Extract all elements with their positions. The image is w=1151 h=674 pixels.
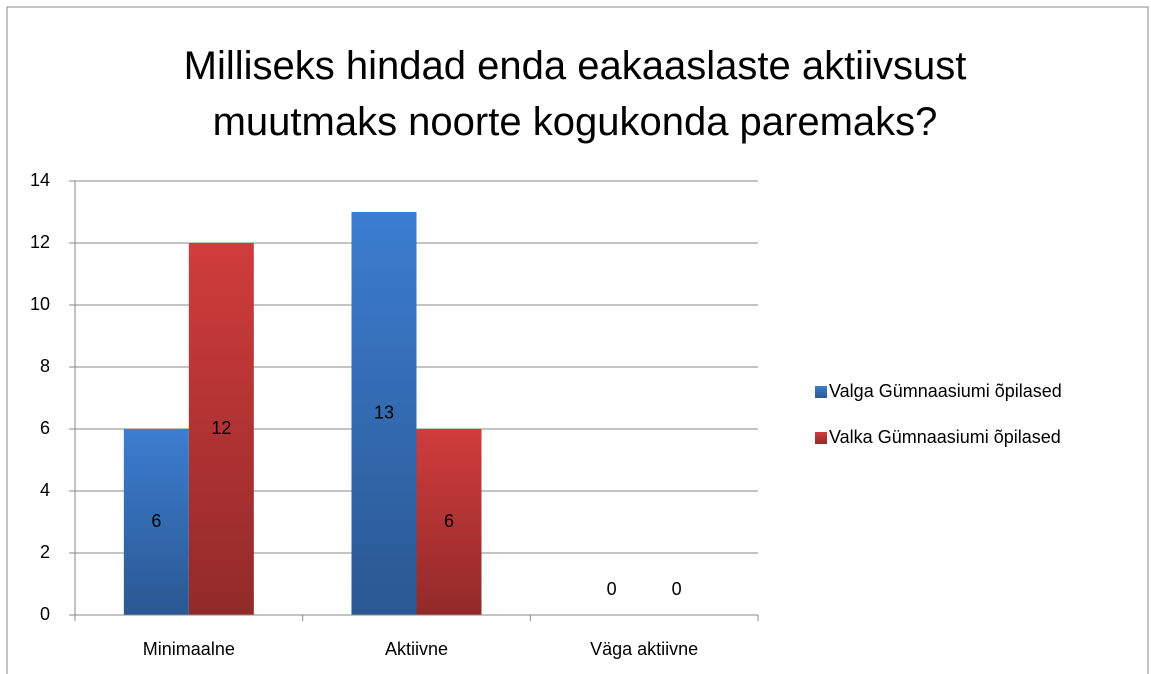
data-label: 12 bbox=[211, 418, 231, 438]
legend-swatch bbox=[815, 432, 827, 444]
legend-label: Valka Gümnaasiumi õpilased bbox=[829, 427, 1061, 447]
y-tick-label: 6 bbox=[40, 418, 50, 438]
data-label: 0 bbox=[607, 579, 617, 599]
data-label: 13 bbox=[374, 402, 394, 422]
y-tick-label: 12 bbox=[30, 232, 50, 252]
y-tick-label: 14 bbox=[30, 170, 50, 190]
bar bbox=[351, 212, 417, 615]
y-tick-label: 2 bbox=[40, 542, 50, 562]
data-label: 0 bbox=[672, 579, 682, 599]
chart-border bbox=[6, 6, 1149, 674]
data-label: 6 bbox=[151, 511, 161, 531]
legend-label: Valga Gümnaasiumi õpilased bbox=[829, 381, 1062, 401]
chart-title: Milliseks hindad enda eakaaslaste aktiiv… bbox=[183, 44, 967, 144]
legend-swatch bbox=[815, 386, 827, 398]
x-tick-label: Minimaalne bbox=[143, 639, 235, 659]
bar bbox=[188, 243, 254, 615]
bar bbox=[123, 429, 189, 615]
y-tick-label: 4 bbox=[40, 480, 50, 500]
x-tick-label: Väga aktiivne bbox=[590, 639, 698, 659]
bar bbox=[416, 429, 482, 615]
y-tick-label: 8 bbox=[40, 356, 50, 376]
y-tick-label: 0 bbox=[40, 604, 50, 624]
y-tick-label: 10 bbox=[30, 294, 50, 314]
x-tick-label: Aktiivne bbox=[385, 639, 448, 659]
data-label: 6 bbox=[444, 511, 454, 531]
